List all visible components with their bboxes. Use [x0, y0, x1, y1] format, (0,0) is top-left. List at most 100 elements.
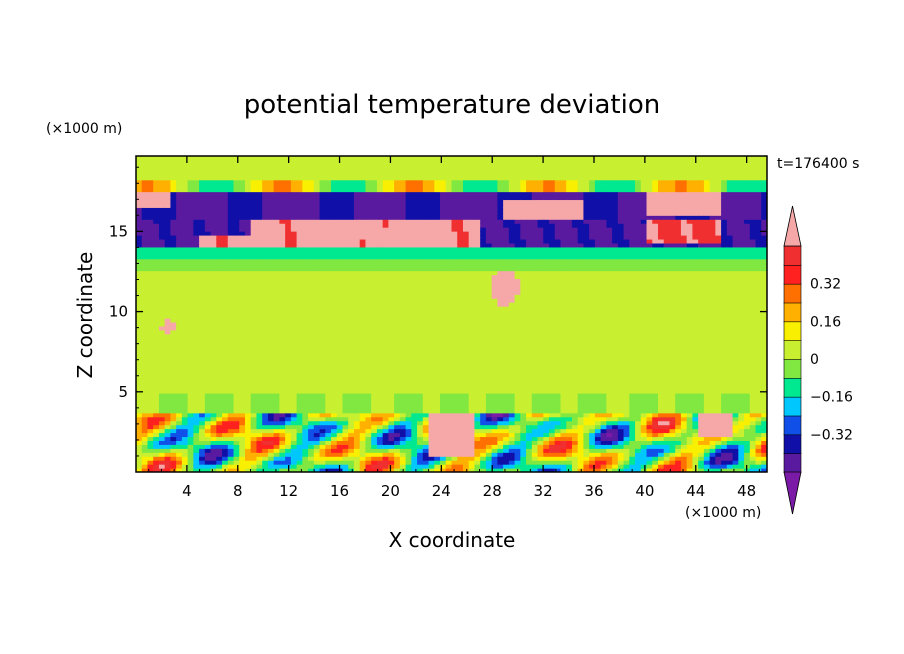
heatmap-cell: [308, 238, 315, 244]
heatmap-cell: [468, 317, 476, 323]
heatmap-cell: [468, 167, 476, 173]
heatmap-cell: [210, 456, 217, 461]
heatmap-cell: [319, 246, 326, 252]
heatmap-cell: [451, 385, 458, 390]
heatmap-cell: [342, 159, 349, 165]
heatmap-cell: [290, 333, 298, 339]
heatmap-cell: [279, 223, 286, 228]
heatmap-cell: [405, 207, 412, 212]
heatmap-cell: [388, 377, 395, 382]
heatmap-cell: [388, 400, 395, 406]
heatmap-cell: [405, 444, 412, 449]
heatmap-cell: [422, 420, 430, 426]
heatmap-cell: [147, 377, 154, 382]
heatmap-cell: [170, 325, 177, 331]
heatmap-cell: [158, 187, 166, 193]
heatmap-cell: [141, 440, 149, 445]
heatmap-cell: [411, 286, 418, 291]
heatmap-cell: [457, 424, 464, 430]
heatmap-cell: [233, 420, 240, 426]
heatmap-cell: [417, 440, 424, 445]
heatmap-cell: [376, 345, 384, 351]
heatmap-cell: [193, 416, 200, 422]
heatmap-cell: [440, 385, 447, 390]
heatmap-cell: [273, 345, 281, 351]
heatmap-cell: [147, 215, 154, 220]
heatmap-cell: [216, 400, 223, 406]
heatmap-cell: [204, 337, 212, 343]
heatmap-cell: [308, 258, 315, 264]
heatmap-cell: [313, 290, 321, 295]
heatmap-cell: [434, 314, 441, 319]
heatmap-cell: [325, 428, 332, 434]
heatmap-cell: [417, 432, 424, 438]
heatmap-cell: [417, 175, 424, 181]
heatmap-cell: [462, 428, 470, 434]
heatmap-cell: [388, 404, 395, 410]
heatmap-cell: [336, 385, 344, 390]
heatmap-cell: [434, 171, 441, 177]
heatmap-cell: [336, 270, 344, 276]
heatmap-cell: [342, 452, 349, 457]
heatmap-cell: [353, 195, 361, 201]
heatmap-cell: [359, 385, 367, 390]
heatmap-cell: [468, 353, 476, 359]
heatmap-cell: [181, 306, 189, 311]
heatmap-cell: [331, 345, 338, 351]
heatmap-cell: [153, 207, 160, 212]
heatmap-cell: [308, 235, 315, 240]
heatmap-cell: [244, 310, 252, 315]
heatmap-cell: [319, 345, 326, 351]
heatmap-cell: [308, 278, 315, 283]
heatmap-cell: [164, 400, 172, 406]
heatmap-cell: [250, 373, 258, 378]
heatmap-cell: [376, 393, 384, 398]
heatmap-cell: [187, 468, 194, 472]
heatmap-cell: [428, 231, 435, 236]
heatmap-cell: [296, 183, 303, 189]
heatmap-cell: [353, 353, 361, 359]
heatmap-cell: [348, 345, 355, 351]
heatmap-cell: [474, 159, 481, 165]
heatmap-cell: [308, 349, 315, 355]
heatmap-cell: [222, 187, 229, 193]
heatmap-cell: [285, 448, 292, 453]
heatmap-cell: [382, 424, 389, 430]
heatmap-cell: [440, 420, 447, 426]
heatmap-cell: [451, 317, 458, 323]
heatmap-cell: [181, 203, 189, 208]
heatmap-cell: [279, 337, 286, 343]
heatmap-cell: [158, 179, 166, 185]
heatmap-cell: [382, 199, 389, 204]
heatmap-cell: [176, 171, 183, 177]
heatmap-cell: [319, 377, 326, 382]
heatmap-cell: [136, 377, 143, 382]
heatmap-cell: [216, 282, 223, 287]
heatmap-cell: [233, 282, 240, 287]
heatmap-cell: [296, 436, 303, 441]
heatmap-cell: [141, 306, 149, 311]
heatmap-cell: [336, 357, 344, 362]
heatmap-cell: [468, 238, 476, 244]
heatmap-cell: [239, 404, 246, 410]
heatmap-cell: [279, 175, 286, 181]
heatmap-cell: [164, 171, 172, 177]
heatmap-cell: [176, 333, 183, 339]
heatmap-cell: [147, 238, 154, 244]
heatmap-cell: [319, 211, 326, 216]
heatmap-cell: [422, 207, 430, 212]
heatmap-cell: [290, 448, 298, 453]
heatmap-cell: [457, 448, 464, 453]
heatmap-cell: [440, 424, 447, 430]
heatmap-cell: [422, 448, 430, 453]
heatmap-cell: [193, 393, 200, 398]
heatmap-cell: [216, 298, 223, 303]
heatmap-cell: [457, 373, 464, 378]
heatmap-cell: [313, 464, 321, 469]
heatmap-cell: [262, 306, 269, 311]
heatmap-cell: [313, 266, 321, 272]
heatmap-cell: [313, 231, 321, 236]
heatmap-cell: [204, 207, 212, 212]
heatmap-cell: [279, 231, 286, 236]
heatmap-cell: [405, 424, 412, 430]
